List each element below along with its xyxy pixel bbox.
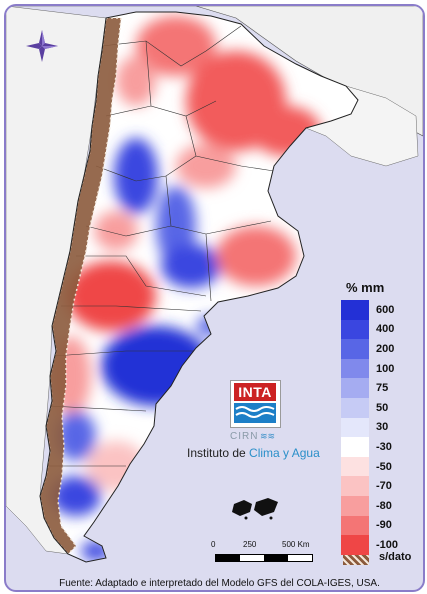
scale-label: 500 Km [282,540,310,549]
legend-label: -30 [376,441,392,453]
legend-swatch [341,378,369,399]
scale-label: 250 [243,540,257,549]
institute-label: Instituto de Clima y Agua [187,446,320,460]
legend-swatch [341,339,369,360]
legend-swatch [341,515,369,536]
inta-logo: INTA [230,380,281,428]
legend-label: -80 [376,499,392,512]
andes-no-data [40,18,121,554]
legend-swatch [341,358,369,379]
legend-label: 50 [376,401,389,414]
legend-label: -100 [376,539,399,551]
institute-prefix: Instituto de [187,446,250,460]
legend-label: -70 [376,480,392,493]
legend-swatch [341,417,369,438]
legend-swatch [341,456,369,477]
no-data-label: s/dato [379,551,412,563]
legend-label: 600 [376,303,395,316]
legend-label: 100 [376,362,395,375]
legend-label: -90 [376,519,392,532]
legend-swatch [341,476,369,497]
legend-swatch [341,496,369,517]
legend-label: 30 [376,421,389,434]
neighbor-land [6,6,423,137]
cirn-waves-icon: ≋≋ [260,431,276,441]
legend-label: 75 [376,382,389,395]
malvinas-islands [232,498,278,520]
cirn-label: CIRN [230,431,259,442]
legend-swatch [341,437,369,458]
legend-swatch [341,300,369,321]
legend-label: 200 [376,343,395,355]
institute-highlight: Clima y Agua [249,446,320,460]
legend-swatch [341,319,369,340]
scale-label: 0 [211,540,216,549]
map-frame: % mm s/dato INTA CIRN ≋≋ Instituto de Cl… [4,4,425,592]
legend-swatch [341,535,369,556]
inta-waves-icon [234,403,276,423]
scale-bar [215,554,313,562]
compass-rose-icon [26,30,58,62]
legend-label: -50 [376,460,392,473]
legend-swatch [341,398,369,419]
inta-logo-text: INTA [234,383,276,401]
legend-label: 400 [376,323,395,336]
legend-title: % mm [346,280,385,295]
precipitation-map [6,6,423,563]
source-caption: Fuente: Adaptado e interpretado del Mode… [59,578,380,589]
